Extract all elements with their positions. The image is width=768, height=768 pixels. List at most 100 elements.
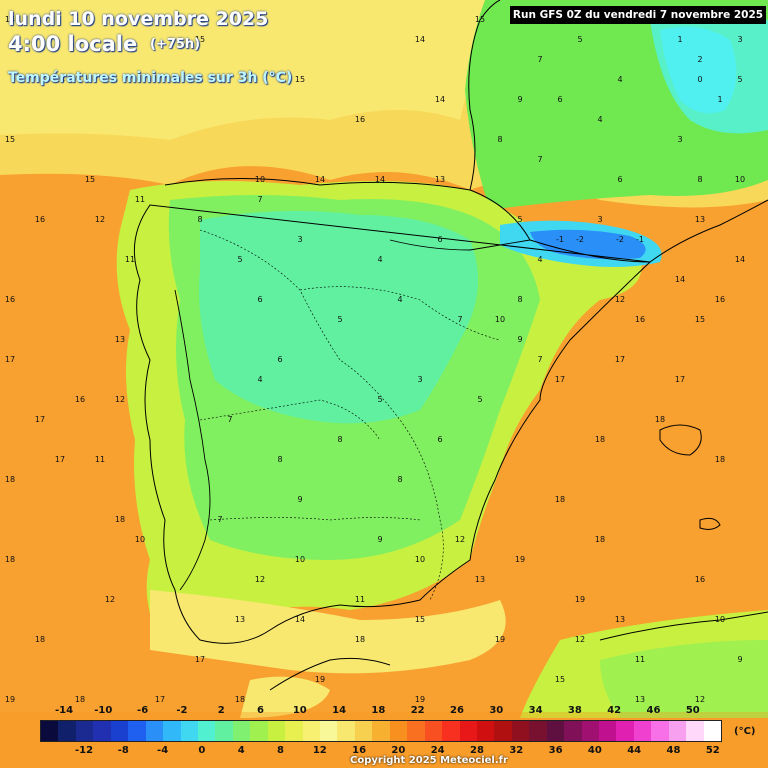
scale-swatch xyxy=(494,721,512,741)
scale-label: 38 xyxy=(567,705,582,716)
temperature-value: 13 xyxy=(695,215,705,224)
temperature-value: 10 xyxy=(495,315,505,324)
scale-swatch xyxy=(616,721,634,741)
scale-label: 28 xyxy=(470,745,484,756)
temperature-value: 14 xyxy=(415,35,425,44)
scale-swatch xyxy=(546,721,565,741)
algeria-inner-field xyxy=(600,640,768,718)
scale-swatch xyxy=(41,721,59,741)
temperature-value: 17 xyxy=(195,655,205,664)
scale-swatch xyxy=(320,721,338,741)
scale-swatch xyxy=(58,721,76,741)
balearic-islands xyxy=(659,424,721,530)
temperature-value: 18 xyxy=(235,695,245,704)
temperature-value: 11 xyxy=(355,595,365,604)
scale-label: 34 xyxy=(528,705,543,716)
scale-swatch xyxy=(564,721,582,741)
scale-swatch xyxy=(197,721,216,741)
temperature-value: 14 xyxy=(55,75,65,84)
temperature-value: 19 xyxy=(415,695,425,704)
temperature-value: 18 xyxy=(655,415,665,424)
temperature-value: 5 xyxy=(377,395,382,404)
scale-label: 40 xyxy=(587,745,602,756)
scale-label: 46 xyxy=(646,705,661,716)
scale-swatch xyxy=(232,721,251,741)
temperature-value: 16 xyxy=(715,295,725,304)
temperature-value: 12 xyxy=(615,295,625,304)
scale-swatch xyxy=(128,721,146,741)
temperature-value: 9 xyxy=(517,95,522,104)
south-coast-field xyxy=(150,590,506,674)
temperature-value: 17 xyxy=(155,695,165,704)
temperature-value: 12 xyxy=(95,215,105,224)
france-border xyxy=(389,239,531,251)
temperature-value: 10 xyxy=(295,555,305,564)
temperature-value: 13 xyxy=(435,175,445,184)
run-info-banner: Run GFS 0Z du vendredi 7 novembre 2025 xyxy=(510,6,766,24)
value-labels: 1414151515161415161617171818181912111312… xyxy=(5,15,745,704)
scale-swatch xyxy=(163,721,181,741)
temperature-value: 18 xyxy=(35,635,45,644)
scale-swatch xyxy=(302,721,320,741)
temperature-value: 8 xyxy=(397,475,402,484)
temperature-value: 4 xyxy=(537,255,542,264)
scale-label: -6 xyxy=(137,705,149,716)
temperature-value: 7 xyxy=(257,195,262,204)
temperature-value: 16 xyxy=(355,115,365,124)
scale-label: 32 xyxy=(509,745,524,756)
temperature-value: 14 xyxy=(5,15,15,24)
temperature-value: 11 xyxy=(135,195,145,204)
temperature-value: 5 xyxy=(337,315,342,324)
temperature-value: 18 xyxy=(5,475,15,484)
temperature-value: 12 xyxy=(105,595,115,604)
temperature-value: 19 xyxy=(495,635,505,644)
scale-label: 52 xyxy=(705,745,720,756)
scale-swatch xyxy=(372,721,390,741)
scale-swatch xyxy=(703,721,722,741)
forecast-time: 4:00 locale xyxy=(8,32,138,56)
temperature-value: 18 xyxy=(595,435,605,444)
morocco-field xyxy=(240,676,330,718)
scale-label: -2 xyxy=(176,705,188,716)
cold-pocket-core xyxy=(660,26,737,114)
temperature-value: 8 xyxy=(197,215,202,224)
scale-swatch xyxy=(424,721,443,741)
temperature-value: 19 xyxy=(575,595,585,604)
temperature-value: 1 xyxy=(717,95,722,104)
temperature-value: 4 xyxy=(397,295,402,304)
temperature-value: 19 xyxy=(315,675,325,684)
scale-swatch xyxy=(511,721,530,741)
scale-label: -12 xyxy=(74,745,94,756)
temperature-value: 14 xyxy=(315,175,325,184)
temperature-value: 10 xyxy=(255,175,265,184)
temperature-value: 12 xyxy=(115,395,125,404)
temperature-value: 10 xyxy=(135,535,145,544)
scale-swatch xyxy=(180,721,198,741)
temperature-value: 15 xyxy=(555,675,565,684)
copyright: Copyright 2025 Meteociel.fr xyxy=(350,755,508,766)
temperature-value: 7 xyxy=(217,515,222,524)
temperature-value: 4 xyxy=(377,255,382,264)
scale-label: 10 xyxy=(292,705,307,716)
temperature-value: 4 xyxy=(597,115,602,124)
temperature-value: 18 xyxy=(355,635,365,644)
scale-unit: (°C) xyxy=(734,726,756,737)
temperature-value: 14 xyxy=(735,255,745,264)
color-scale xyxy=(40,720,722,742)
temperature-value: 7 xyxy=(537,355,542,364)
scale-label: 18 xyxy=(371,705,386,716)
temperature-value: 10 xyxy=(715,615,725,624)
temperature-value: 6 xyxy=(437,435,442,444)
temperature-value: 15 xyxy=(85,175,95,184)
temperature-value: -2 xyxy=(616,235,624,244)
temperature-value: 14 xyxy=(435,95,445,104)
iberia-coastline xyxy=(133,178,652,644)
scale-label: -14 xyxy=(54,705,74,716)
scale-label: 20 xyxy=(391,745,406,756)
temperature-value: 5 xyxy=(477,395,482,404)
region-border-1 xyxy=(199,229,444,601)
temperature-value: 10 xyxy=(735,175,745,184)
temperature-value: 12 xyxy=(255,575,265,584)
scale-label: 8 xyxy=(277,745,284,756)
scale-swatch xyxy=(599,721,617,741)
